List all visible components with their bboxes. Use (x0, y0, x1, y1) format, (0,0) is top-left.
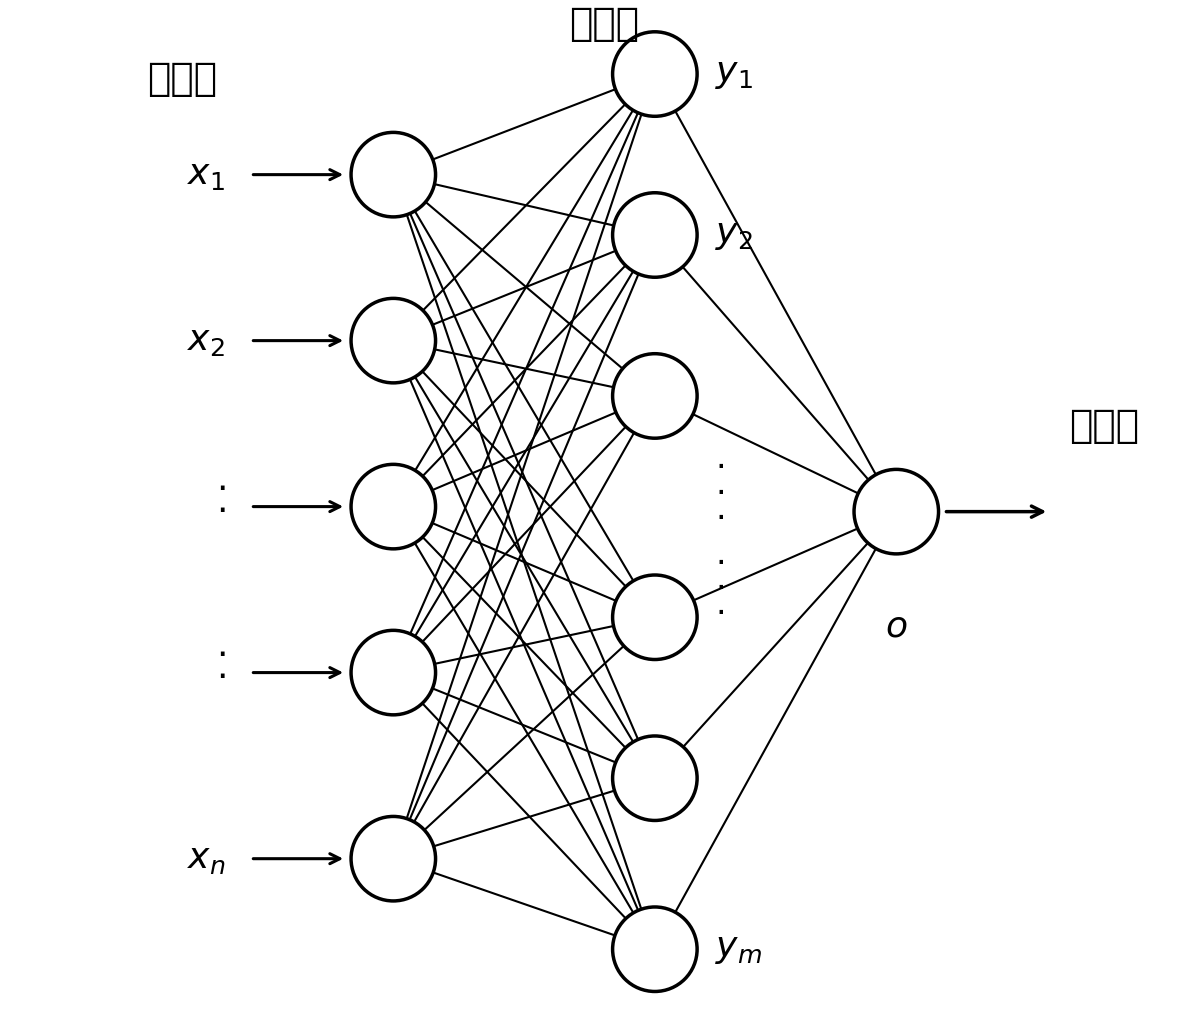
Text: $\cdot$: $\cdot$ (716, 475, 724, 508)
Text: $o$: $o$ (885, 610, 907, 643)
Text: $y_2$: $y_2$ (716, 218, 753, 252)
Circle shape (854, 469, 938, 554)
Text: $x_1$: $x_1$ (187, 157, 225, 192)
Circle shape (612, 193, 697, 277)
Text: $y_1$: $y_1$ (716, 57, 754, 91)
Text: $\cdot$: $\cdot$ (215, 493, 225, 526)
Text: $\cdot$: $\cdot$ (215, 658, 225, 693)
Text: 输出层: 输出层 (1069, 407, 1139, 445)
Text: $x_2$: $x_2$ (188, 324, 225, 358)
Circle shape (612, 736, 697, 821)
Text: $\cdot$: $\cdot$ (215, 637, 225, 672)
Text: $\cdot$: $\cdot$ (716, 546, 724, 578)
Text: $\cdot$: $\cdot$ (716, 450, 724, 483)
Circle shape (351, 817, 435, 901)
Circle shape (612, 575, 697, 659)
Circle shape (351, 630, 435, 715)
Circle shape (351, 299, 435, 383)
Text: $\cdot$: $\cdot$ (716, 501, 724, 532)
Circle shape (351, 132, 435, 216)
Text: $y_m$: $y_m$ (716, 933, 762, 966)
Text: $\cdot$: $\cdot$ (716, 571, 724, 604)
Circle shape (351, 464, 435, 549)
Circle shape (612, 354, 697, 438)
Circle shape (612, 31, 697, 116)
Text: $\cdot$: $\cdot$ (215, 471, 225, 506)
Text: $x_n$: $x_n$ (187, 841, 225, 876)
Circle shape (612, 907, 697, 992)
Text: 隐含层: 隐含层 (570, 5, 640, 43)
Text: $\cdot$: $\cdot$ (716, 596, 724, 628)
Text: 输入层: 输入层 (147, 60, 216, 99)
